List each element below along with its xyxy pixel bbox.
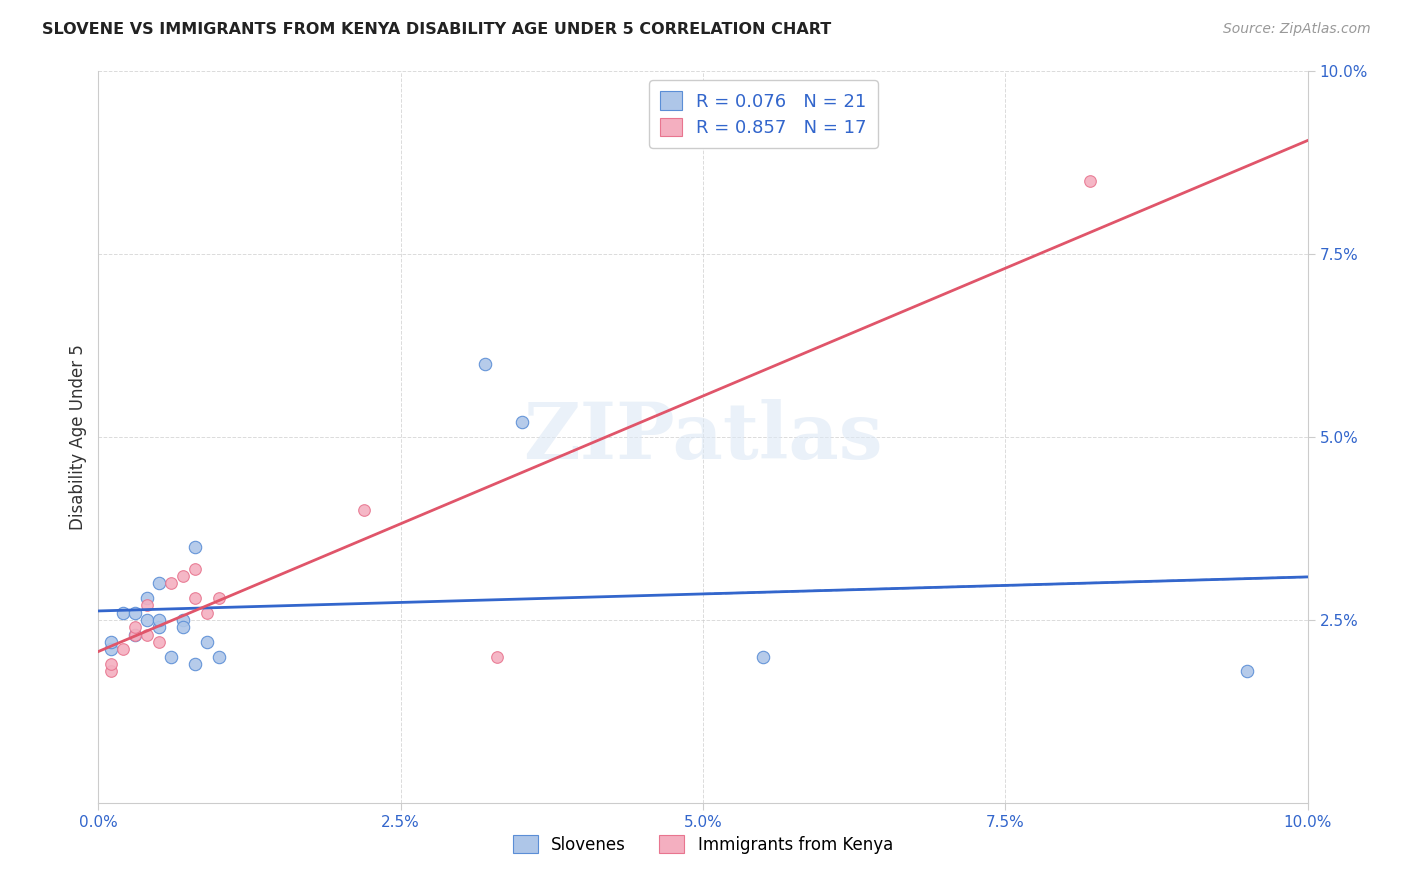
Y-axis label: Disability Age Under 5: Disability Age Under 5 [69, 344, 87, 530]
Point [135, 627, 157, 641]
Point [752, 649, 775, 664]
Point [208, 591, 231, 605]
Point [111, 606, 134, 620]
Point [124, 627, 146, 641]
Point [100, 635, 122, 649]
Point [510, 416, 533, 430]
Point [100, 657, 122, 671]
Point [172, 620, 194, 634]
Point [135, 613, 157, 627]
Point [184, 562, 207, 576]
Point [124, 627, 146, 641]
Text: Source: ZipAtlas.com: Source: ZipAtlas.com [1223, 22, 1371, 37]
Point [148, 635, 170, 649]
Point [195, 606, 218, 620]
Text: ZIPatlas: ZIPatlas [523, 399, 883, 475]
Point [135, 599, 157, 613]
Point [111, 642, 134, 657]
Point [474, 357, 496, 371]
Point [172, 613, 194, 627]
Point [486, 649, 509, 664]
Point [172, 569, 194, 583]
Point [195, 635, 218, 649]
Point [1078, 174, 1101, 188]
Point [184, 657, 207, 671]
Point [148, 613, 170, 627]
Legend: Slovenes, Immigrants from Kenya: Slovenes, Immigrants from Kenya [506, 829, 900, 860]
Point [353, 503, 375, 517]
Point [148, 620, 170, 634]
Point [100, 642, 122, 657]
Point [124, 620, 146, 634]
Point [148, 576, 170, 591]
Point [208, 649, 231, 664]
Point [160, 649, 183, 664]
Text: SLOVENE VS IMMIGRANTS FROM KENYA DISABILITY AGE UNDER 5 CORRELATION CHART: SLOVENE VS IMMIGRANTS FROM KENYA DISABIL… [42, 22, 831, 37]
Point [184, 591, 207, 605]
Point [124, 606, 146, 620]
Point [135, 591, 157, 605]
Point [160, 576, 183, 591]
Point [100, 664, 122, 678]
Point [184, 540, 207, 554]
Point [1236, 664, 1258, 678]
